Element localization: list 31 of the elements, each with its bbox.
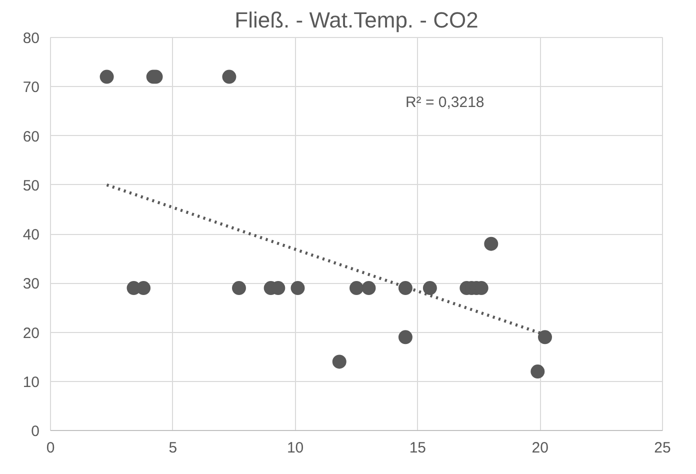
x-tick-label: 15 (409, 440, 426, 456)
x-tick-label: 5 (168, 440, 178, 456)
y-tick-label: 40 (22, 226, 40, 244)
chart-title: Fließ. - Wat.Temp. - CO2 (234, 8, 478, 32)
x-tick-label: 20 (532, 440, 548, 456)
y-tick-label: 50 (22, 177, 40, 194)
y-tick-label: 20 (22, 324, 40, 342)
point (232, 281, 246, 296)
point (332, 354, 346, 369)
point (530, 364, 545, 379)
point (422, 281, 437, 296)
point (290, 281, 305, 296)
point (222, 70, 236, 84)
point (362, 281, 376, 296)
point (538, 330, 552, 344)
y-tick-label: 0 (31, 423, 40, 440)
point (100, 70, 114, 84)
y-tick-label: 30 (22, 276, 40, 293)
y-tick-label: 60 (22, 128, 40, 146)
y-tick-label: 10 (22, 374, 40, 391)
point (398, 330, 412, 344)
point (136, 281, 151, 296)
x-tick-label: 0 (46, 440, 55, 456)
y-tick-label: 70 (22, 79, 40, 96)
x-tick-label: 10 (286, 440, 304, 456)
annotation: R² = 0,3218 (405, 94, 484, 112)
point (398, 281, 412, 296)
y-tick-label: 80 (22, 30, 40, 47)
point (350, 281, 364, 296)
x-tick-label: 25 (654, 440, 671, 456)
point (484, 236, 498, 251)
